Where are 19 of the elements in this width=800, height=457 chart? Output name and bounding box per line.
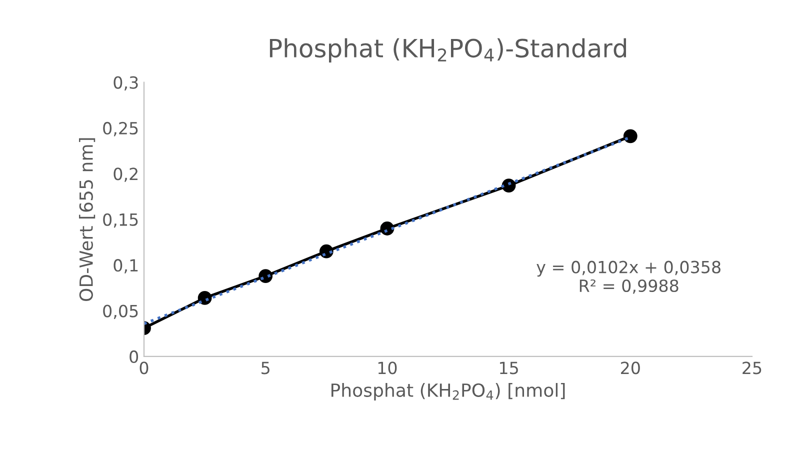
point	[623, 129, 638, 144]
x-tick-label: 0	[140, 362, 148, 374]
x-tick-label: 25	[742, 362, 762, 374]
y-tick-label: 0,15	[103, 213, 138, 228]
y-tick-label: 0,2	[114, 168, 138, 182]
x-axis-title: Phosphat (KH$_{2}$PO$_{4}$) [nmol]	[332, 383, 565, 400]
x-tick-label: 5	[262, 362, 270, 374]
y-tick-label: 0,1	[114, 259, 138, 274]
x-tick-label: 20	[621, 362, 640, 374]
x-tick-label: 10	[378, 362, 397, 374]
y-tick-label: 0,3	[114, 76, 138, 91]
y-tick-label: 0,25	[103, 122, 138, 136]
y-tick-label: 0,05	[103, 304, 138, 320]
chart-title: Phosphat (KH$_{2}$PO$_{4}$)-Standard	[270, 38, 626, 62]
annotation: y = 0,0102x + 0,0358 R² = 0,9988	[536, 260, 720, 294]
y-tick-label: 0	[130, 350, 138, 364]
y-axis-title: OD-Wert [655 nm]	[79, 138, 96, 302]
point	[198, 291, 212, 305]
x-tick-label: 15	[500, 362, 518, 374]
